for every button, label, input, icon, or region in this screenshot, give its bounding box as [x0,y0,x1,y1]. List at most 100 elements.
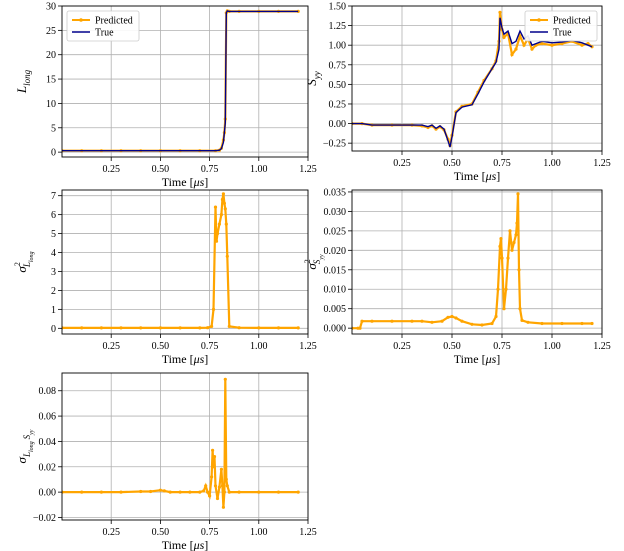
data-point [580,321,584,326]
data-point [430,320,434,324]
y-tick-label: 1 [51,305,56,316]
plot-frame [61,189,309,335]
y-tick-label: 0.06 [39,412,57,423]
x-tick-label: 1.25 [593,158,611,169]
y-tick-label: 0.25 [329,99,347,110]
x-tick-label: 1.25 [299,164,317,175]
data-point [227,490,231,494]
data-point [206,326,210,330]
y-tick-label: 15 [46,75,56,86]
y-tick-label: 3 [51,267,56,278]
plot-frame [61,5,309,158]
data-point [219,213,223,217]
data-point [276,490,281,494]
data-point [296,326,300,330]
data-point [499,237,503,241]
data-point [188,490,192,494]
x-axis-label: Time [μs] [162,538,209,551]
data-point [178,326,182,330]
x-tick-label: 0.75 [201,341,219,352]
data-point [420,319,424,323]
data-point [517,268,521,272]
x-axis-label: Time [μs] [162,352,209,366]
data-point [504,287,508,291]
data-point [257,326,261,330]
legend-label: True [95,28,114,39]
y-tick-label: 0.75 [329,60,347,71]
data-point [490,321,494,326]
data-point [223,207,227,211]
data-point [590,321,594,326]
data-point [223,377,227,381]
data-point [202,489,206,493]
data-point [220,197,224,202]
data-point [213,205,218,209]
data-point [410,319,414,323]
x-tick-label: 1.00 [250,164,268,175]
data-point [210,475,214,479]
data-point [508,229,512,233]
data-point [212,455,217,459]
data-point [446,315,450,319]
y-tick-label: 30 [46,2,56,13]
x-tick-label: 0.50 [443,341,461,352]
data-point [496,287,500,291]
y-tick-label: 0.50 [329,80,347,91]
data-point [470,322,474,326]
plot-frame [351,189,603,335]
data-point [224,477,228,481]
data-point [221,505,225,509]
data-point [370,319,374,323]
data-point [149,489,153,494]
data-point [460,319,464,323]
x-tick-label: 0.25 [393,341,411,352]
x-tick-label: 1.00 [250,341,268,352]
data-point [99,326,103,330]
data-point [119,490,123,494]
x-tick-label: 0.25 [393,158,411,169]
data-point [506,256,510,260]
x-tick-label: 1.00 [543,341,561,352]
data-point [224,222,228,226]
data-point [498,10,502,14]
data-point [217,485,221,489]
series-line-variance [62,193,299,329]
data-point [498,244,502,248]
y-tick-label: 0 [51,148,56,159]
data-point [210,324,214,328]
x-tick-label: 0.75 [493,158,511,169]
y-tick-label: 20 [46,50,56,61]
y-tick-label: 0.035 [324,187,347,198]
x-tick-label: 1.25 [593,341,611,352]
data-point [237,326,241,330]
data-point [480,323,484,327]
y-tick-label: 0.00 [329,119,347,130]
y-tick-label: 5 [51,123,56,134]
chart-panel-2: 0.25 0.50 0.75 1.00 1.25 −0.25 0.00 0.25 0.50 0.7… [304,2,611,184]
legend-label: Predicted [95,16,133,27]
data-point [510,248,514,252]
data-point [516,192,520,196]
data-point [494,314,498,319]
data-point [540,321,544,326]
y-tick-label: 0.030 [324,207,347,218]
data-point [217,222,221,226]
legend-marker [537,18,541,22]
y-tick-label: 7 [51,191,56,202]
data-point [211,307,216,311]
y-tick-label: 10 [46,99,56,110]
data-point [214,239,219,243]
chart-panel-1: 0.25 0.50 0.75 1.00 1.25 0 5 10 15 20 25 30 Time [μs… [14,2,317,190]
data-point [520,318,524,322]
data-point [220,484,224,488]
x-tick-label: 1.00 [543,158,561,169]
data-point [227,324,231,328]
y-tick-label: 1.25 [329,21,347,32]
data-point [225,254,229,258]
y-tick-label: 25 [46,26,56,37]
data-point [450,314,454,319]
data-point [390,319,394,323]
y-tick-label: −0.25 [323,139,346,150]
data-point [158,326,162,330]
